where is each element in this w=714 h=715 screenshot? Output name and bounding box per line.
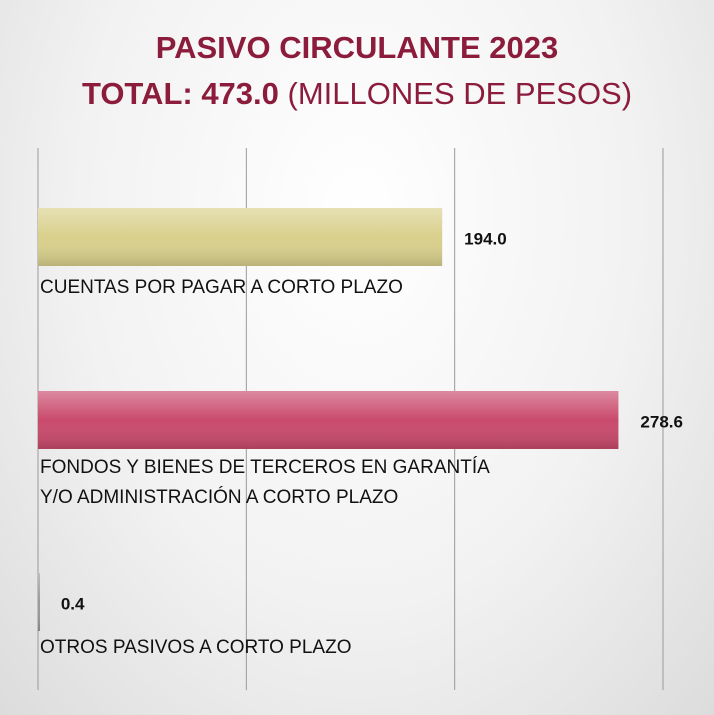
total-label: TOTAL: 473.0 [81,76,279,111]
value-label: 0.4 [61,594,85,613]
category-label: OTROS PASIVOS A CORTO PLAZO [40,637,352,658]
category-label: CUENTAS POR PAGAR A CORTO PLAZO [40,277,403,298]
unit-label: (MILLONES DE PESOS) [287,76,633,111]
bar-shade [38,391,619,449]
chart-title: PASIVO CIRCULANTE 2023 [155,30,559,65]
bar-shade [38,208,443,266]
value-label: 278.6 [640,412,683,431]
category-label: FONDOS Y BIENES DE TERCEROS EN GARANTÍA … [40,457,490,508]
value-label: 194.0 [464,229,507,248]
subtitle: TOTAL: 473.0 (MILLONES DE PESOS) [0,76,714,112]
bar-shade [38,573,40,631]
